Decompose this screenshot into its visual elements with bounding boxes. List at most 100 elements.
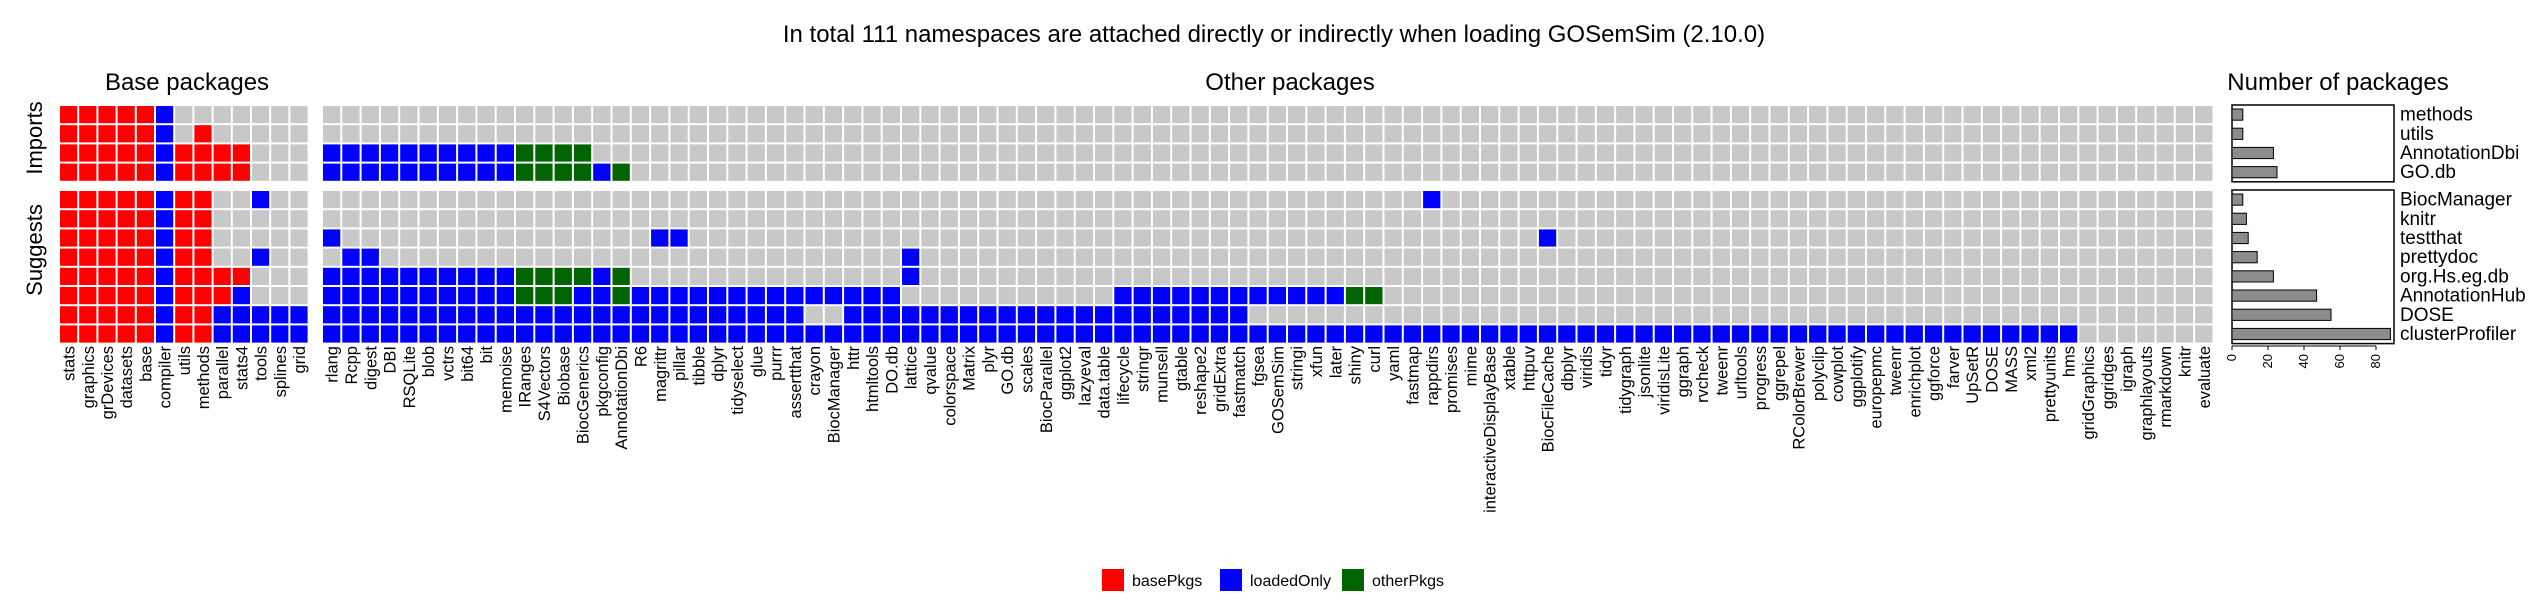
column-label: RColorBrewer bbox=[1791, 345, 1809, 449]
heatmap-cell bbox=[1423, 163, 1441, 181]
heatmap-cell bbox=[438, 229, 457, 247]
heatmap-cell bbox=[1288, 306, 1306, 324]
heatmap-cell bbox=[1924, 325, 1943, 343]
heatmap-cell bbox=[1731, 191, 1750, 209]
heatmap-cell bbox=[689, 306, 707, 324]
heatmap-cell bbox=[1519, 210, 1537, 228]
heatmap-cell bbox=[1152, 325, 1171, 343]
heatmap-cell bbox=[194, 191, 212, 209]
heatmap-cell bbox=[1635, 191, 1653, 209]
heatmap-cell bbox=[252, 106, 270, 124]
heatmap-cell bbox=[1963, 106, 1981, 124]
heatmap-cell bbox=[1577, 306, 1595, 324]
heatmap-cell bbox=[1249, 267, 1267, 285]
heatmap-cell bbox=[2195, 125, 2213, 143]
heatmap-cell bbox=[1577, 163, 1595, 181]
heatmap-cell bbox=[554, 210, 572, 228]
heatmap-cell bbox=[1924, 144, 1943, 162]
heatmap-cell bbox=[1847, 163, 1865, 181]
heatmap-cell bbox=[940, 248, 958, 266]
legend-swatch bbox=[1342, 569, 1364, 591]
heatmap-cell bbox=[1963, 125, 1981, 143]
heatmap-cell bbox=[1210, 229, 1229, 247]
heatmap-cell bbox=[2040, 229, 2058, 247]
heatmap-cell bbox=[1674, 210, 1692, 228]
heatmap-cell bbox=[2195, 248, 2213, 266]
heatmap-cell bbox=[844, 144, 862, 162]
heatmap-cell bbox=[1635, 287, 1653, 305]
heatmap-cell bbox=[1114, 306, 1132, 324]
heatmap-cell bbox=[1751, 106, 1769, 124]
heatmap-cell bbox=[361, 267, 379, 285]
heatmap-cell bbox=[2002, 248, 2020, 266]
heatmap-cell bbox=[670, 287, 688, 305]
column-label: tweenr bbox=[1887, 346, 1905, 396]
heatmap-cell bbox=[98, 229, 116, 247]
heatmap-cell bbox=[1616, 267, 1634, 285]
heatmap-cell bbox=[863, 163, 881, 181]
heatmap-cell bbox=[2195, 210, 2213, 228]
column-label: pillar bbox=[671, 346, 689, 381]
heatmap-cell bbox=[342, 287, 360, 305]
heatmap-cell bbox=[213, 267, 231, 285]
heatmap-cell bbox=[1789, 106, 1808, 124]
heatmap-cell bbox=[824, 229, 843, 247]
heatmap-cell bbox=[1712, 210, 1730, 228]
heatmap-cell bbox=[516, 191, 534, 209]
heatmap-cell bbox=[612, 163, 630, 181]
heatmap-cell bbox=[728, 325, 746, 343]
heatmap-cell bbox=[1056, 306, 1074, 324]
heatmap-cell bbox=[882, 267, 900, 285]
heatmap-cell bbox=[573, 267, 592, 285]
column-label: memoise bbox=[497, 346, 515, 413]
heatmap-cell bbox=[1133, 210, 1151, 228]
heatmap-cell bbox=[1365, 163, 1383, 181]
heatmap-cell bbox=[2195, 191, 2213, 209]
heatmap-cell bbox=[1944, 325, 1962, 343]
heatmap-cell bbox=[824, 125, 843, 143]
heatmap-cell bbox=[882, 144, 900, 162]
bar-axis-tick-label: 60 bbox=[2332, 354, 2347, 368]
heatmap-cell bbox=[271, 248, 289, 266]
column-label: colorspace bbox=[941, 346, 959, 426]
heatmap-cell bbox=[1577, 267, 1595, 285]
heatmap-cell bbox=[1886, 191, 1904, 209]
heatmap-cell bbox=[1056, 267, 1074, 285]
heatmap-cell bbox=[2175, 306, 2194, 324]
count-bar bbox=[2231, 327, 2391, 341]
heatmap-cell bbox=[1635, 229, 1653, 247]
heatmap-cell bbox=[902, 191, 920, 209]
heatmap-cell bbox=[1500, 306, 1518, 324]
heatmap-cell bbox=[271, 210, 289, 228]
heatmap-cell bbox=[1365, 106, 1383, 124]
heatmap-cell bbox=[1114, 125, 1132, 143]
heatmap-cell bbox=[2117, 306, 2136, 324]
heatmap-cell bbox=[554, 125, 572, 143]
column-label: Biobase bbox=[555, 346, 573, 406]
heatmap-cell bbox=[709, 163, 727, 181]
heatmap-cell bbox=[1867, 163, 1885, 181]
heatmap-cell bbox=[1172, 191, 1190, 209]
heatmap-cell bbox=[1577, 106, 1595, 124]
heatmap-cell bbox=[1017, 229, 1036, 247]
heatmap-cell bbox=[1886, 229, 1904, 247]
heatmap-cell bbox=[921, 287, 939, 305]
heatmap-cell bbox=[1230, 125, 1248, 143]
heatmap-cell bbox=[882, 287, 900, 305]
heatmap-cell bbox=[651, 306, 669, 324]
heatmap-cell bbox=[290, 287, 308, 305]
heatmap-cell bbox=[554, 287, 572, 305]
heatmap-cell bbox=[516, 287, 534, 305]
heatmap-cell bbox=[1384, 163, 1402, 181]
heatmap-cell bbox=[175, 125, 193, 143]
heatmap-cell bbox=[882, 306, 900, 324]
heatmap-cell bbox=[1210, 144, 1229, 162]
heatmap-cell bbox=[573, 106, 592, 124]
heatmap-cell bbox=[747, 125, 765, 143]
heatmap-cell bbox=[670, 325, 688, 343]
heatmap-cell bbox=[323, 267, 341, 285]
heatmap-cell bbox=[612, 106, 630, 124]
heatmap-cell bbox=[612, 144, 630, 162]
heatmap-cell bbox=[516, 210, 534, 228]
heatmap-cell bbox=[213, 325, 231, 343]
